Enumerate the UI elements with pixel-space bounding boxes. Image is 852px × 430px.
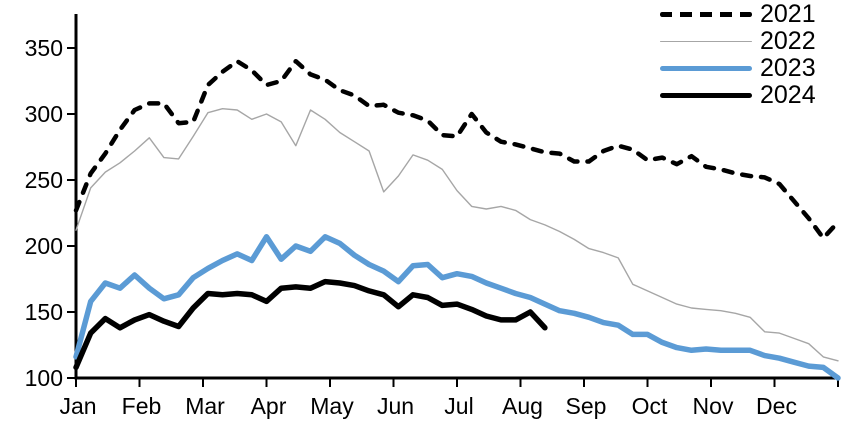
x-tick-label: Jan: [59, 393, 96, 419]
series-line-2024: [73, 278, 548, 371]
x-tick-label: Jun: [377, 393, 414, 419]
series-line-2023: [73, 234, 841, 381]
x-tick-label: Dec: [756, 393, 797, 419]
y-tick-label: 100: [25, 365, 63, 391]
legend-label-2023: 2023: [760, 54, 816, 82]
legend-label-2024: 2024: [760, 81, 816, 109]
legend-line-thin-gray-2022: [660, 40, 752, 43]
x-tick-label: Mar: [185, 393, 225, 419]
legend-line-blue-2023: [660, 65, 752, 72]
y-tick-label: 250: [25, 167, 63, 193]
y-tick-label: 150: [25, 299, 63, 325]
x-tick-label: Nov: [693, 393, 734, 419]
legend-label-2022: 2022: [760, 27, 816, 55]
legend-row-2024: 2024: [660, 82, 816, 109]
x-tick-label: Oct: [632, 393, 668, 419]
x-tick-label: Sep: [566, 393, 607, 419]
series-line-2021: [73, 58, 841, 241]
legend-row-2021: 2021: [660, 1, 816, 28]
x-tick-label: Feb: [122, 393, 162, 419]
chart-legend: 2021 2022 2023 2024: [660, 1, 816, 109]
legend-label-2021: 2021: [760, 0, 816, 28]
x-tick-label: Aug: [502, 393, 543, 419]
series-line-2022: [75, 107, 839, 362]
legend-line-dashed-2021: [660, 12, 752, 17]
legend-row-2022: 2022: [660, 28, 816, 55]
y-tick-label: 300: [25, 101, 63, 127]
y-tick-label: 200: [25, 233, 63, 259]
x-tick-label: Jul: [444, 393, 473, 419]
y-tick-label: 350: [25, 35, 63, 61]
legend-row-2023: 2023: [660, 55, 816, 82]
x-tick-label: Apr: [251, 393, 287, 419]
x-tick-label: May: [310, 393, 354, 419]
legend-line-black-2024: [660, 92, 752, 99]
